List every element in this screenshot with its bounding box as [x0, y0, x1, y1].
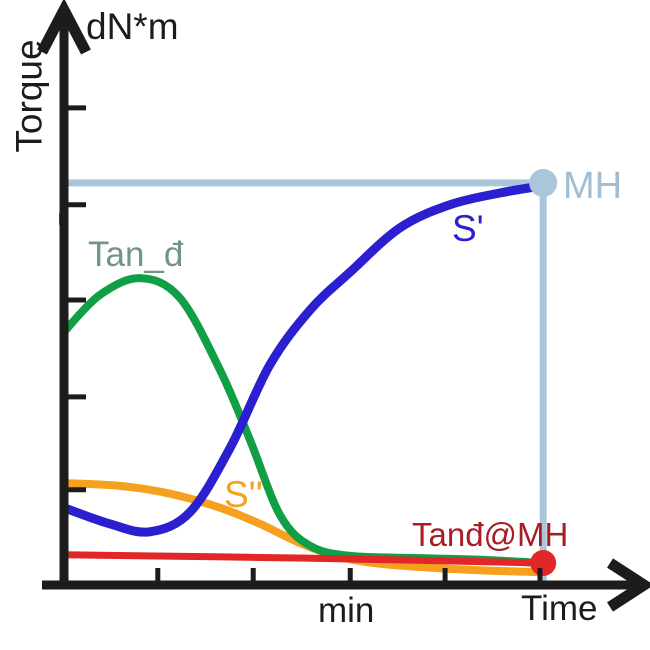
y-axis-unit-label: dN*m	[86, 6, 179, 47]
tand-at-mh-point	[530, 549, 557, 576]
x-axis-arrowhead	[607, 558, 650, 612]
y-axis-title: Torque	[8, 39, 50, 153]
mh-point	[529, 168, 558, 197]
curve-Tanđ@MH	[60, 551, 547, 567]
mh-label: MH	[563, 165, 623, 207]
s-prime-curve-label: S'	[452, 208, 484, 249]
x-axis-unit-label: min	[318, 591, 375, 630]
tan-delta-at-mh-label: Tanđ@MH	[412, 516, 569, 553]
s-double-prime-curve-label: S''	[224, 474, 263, 515]
tan-delta-curve-label: Tan_đ	[88, 235, 184, 274]
curve-S'	[59, 181, 548, 537]
y-axis-arrowhead	[37, 0, 91, 55]
x-axis-title: Time	[521, 589, 598, 628]
